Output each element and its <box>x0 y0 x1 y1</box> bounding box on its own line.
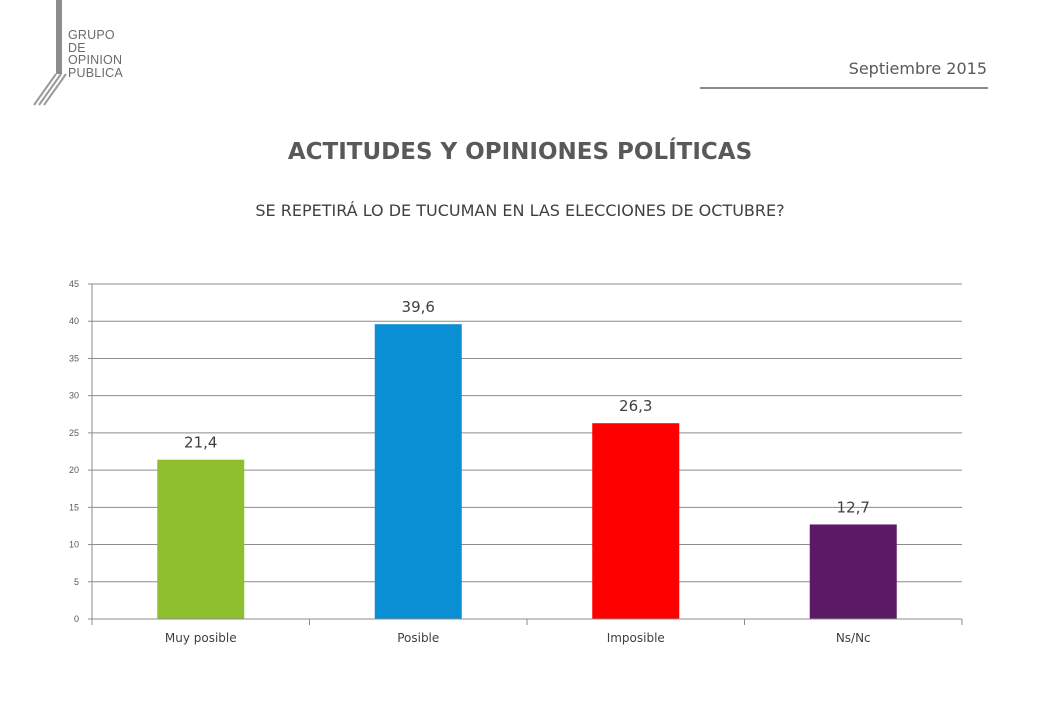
logo: GRUPO DE OPINION PUBLICA <box>30 0 170 110</box>
category-label: Posible <box>397 631 439 645</box>
data-label: 21,4 <box>184 434 217 452</box>
logo-slashes-icon <box>33 73 67 106</box>
y-tick-label: 5 <box>74 577 79 587</box>
y-tick-label: 45 <box>69 279 79 289</box>
logo-line-4: PUBLICA <box>68 65 123 80</box>
logo-line-2: DE <box>68 40 86 55</box>
logo-text: GRUPO DE OPINION PUBLICA <box>68 29 123 79</box>
y-tick-label: 30 <box>69 391 79 401</box>
y-tick-label: 40 <box>69 316 79 326</box>
logo-line-1: GRUPO <box>68 28 115 42</box>
data-label: 39,6 <box>402 298 435 316</box>
y-tick-label: 10 <box>69 540 79 550</box>
category-label: Imposible <box>607 631 665 645</box>
bar-imposible <box>592 423 680 619</box>
bar-ns-nc <box>809 524 897 619</box>
y-tick-label: 0 <box>74 614 79 624</box>
category-label: Muy posible <box>165 631 237 645</box>
bar-muy-posible <box>157 459 245 619</box>
logo-bar <box>56 0 62 74</box>
data-label: 26,3 <box>619 397 652 415</box>
y-tick-label: 15 <box>69 502 79 512</box>
data-label: 12,7 <box>837 498 870 516</box>
page-title: ACTITUDES Y OPINIONES POLÍTICAS <box>287 139 753 165</box>
y-tick-label: 20 <box>69 465 79 475</box>
logo-line-3: OPINION <box>68 53 123 67</box>
bar-posible <box>374 324 462 619</box>
category-label: Ns/Nc <box>836 631 871 645</box>
y-tick-label: 35 <box>69 353 79 363</box>
y-tick-label: 25 <box>69 428 79 438</box>
page-subtitle: SE REPETIRÁ LO DE TUCUMAN EN LAS ELECCIO… <box>255 201 785 220</box>
header-divider <box>700 87 988 89</box>
report-date: Septiembre 2015 <box>848 59 987 78</box>
